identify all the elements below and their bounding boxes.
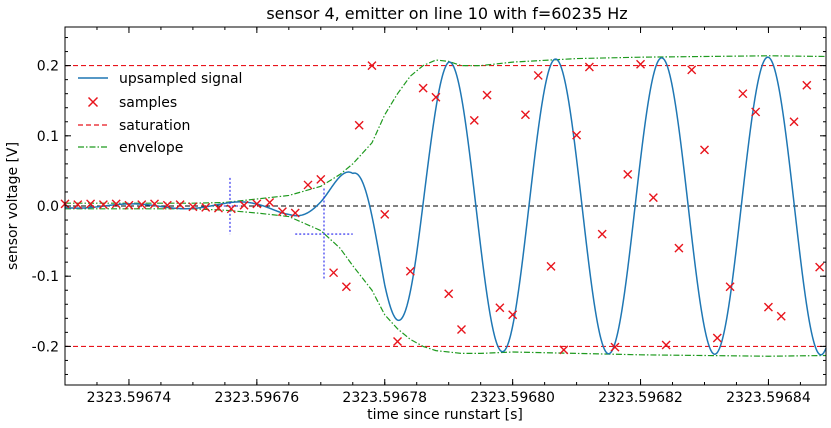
sample-point [636, 59, 646, 69]
envelope-upper [65, 55, 827, 204]
x-tick-label: 2323.59674 [87, 390, 172, 406]
sample-point [802, 80, 812, 90]
sample-point [213, 203, 223, 213]
sample-point [469, 115, 479, 125]
sample-point [725, 282, 735, 292]
legend-label-saturation: saturation [119, 118, 190, 134]
sample-point [751, 107, 761, 117]
sample-point [418, 83, 428, 93]
sample-point [533, 70, 543, 80]
sample-point [687, 65, 697, 75]
sample-point [252, 199, 262, 209]
sample-point [789, 117, 799, 127]
sample-point [393, 336, 403, 346]
sample-point [456, 325, 466, 335]
sample-point [98, 200, 108, 210]
y-tick-label: -0.2 [32, 339, 59, 355]
x-axis-label: time since runstart [s] [367, 407, 523, 423]
sample-point [277, 207, 287, 217]
sample-point [137, 200, 147, 210]
legend-label-signal: upsampled signal [119, 71, 242, 87]
y-tick-label: 0.1 [37, 129, 59, 145]
sample-point [495, 303, 505, 313]
legend-handle-samples [87, 96, 99, 108]
sample-point [354, 120, 364, 130]
y-axis-label: sensor voltage [V] [5, 142, 21, 270]
ticks-layer: 2323.59674 2323.59676 2323.59678 2323.59680… [32, 27, 826, 406]
sample-point [265, 197, 275, 207]
sample-point [367, 61, 377, 71]
sample-point [776, 311, 786, 321]
sample-point [712, 333, 722, 343]
sample-point [546, 261, 556, 271]
sample-point [815, 262, 825, 272]
sample-point [738, 89, 748, 99]
sample-point [431, 92, 441, 102]
sample-point [316, 174, 326, 184]
sample-point [329, 268, 339, 278]
x-tick-label: 2323.59676 [215, 390, 300, 406]
sample-point [341, 282, 351, 292]
sample-point [111, 199, 121, 209]
y-tick-label: -0.1 [32, 269, 59, 285]
sample-point [162, 200, 172, 210]
sample-point [520, 110, 530, 120]
sample-point [290, 208, 300, 218]
sample-point [482, 90, 492, 100]
sample-point [610, 342, 620, 352]
sample-point [239, 200, 249, 210]
x-tick-label: 2323.59684 [726, 390, 811, 406]
sample-point [572, 130, 582, 140]
sample-point [763, 302, 773, 312]
sample-point [674, 243, 684, 253]
sample-point [508, 310, 518, 320]
legend-label-samples: samples [119, 95, 177, 111]
sample-point [405, 266, 415, 276]
sample-point [303, 180, 313, 190]
sample-point [648, 193, 658, 203]
x-tick-label: 2323.59680 [470, 390, 555, 406]
legend: upsampled signal samples saturation enve… [78, 71, 242, 156]
x-tick-label: 2323.59682 [598, 390, 683, 406]
sample-point [124, 200, 134, 210]
sample-point [150, 199, 160, 209]
onset-marker-1 [295, 188, 353, 280]
x-tick-label: 2323.59678 [342, 390, 427, 406]
sample-point [700, 145, 709, 155]
sample-point [661, 340, 671, 350]
sample-point [86, 199, 96, 209]
sample-point [226, 204, 236, 214]
onset-marker-0 [219, 177, 241, 235]
envelope-lower [65, 208, 827, 357]
sample-point [73, 200, 83, 210]
sample-point [175, 200, 185, 210]
sample-point [623, 169, 633, 179]
legend-label-envelope: envelope [119, 140, 183, 156]
sample-point [559, 345, 569, 355]
chart-title: sensor 4, emitter on line 10 with f=6023… [266, 4, 627, 23]
sample-point [380, 209, 390, 219]
sample-point [597, 229, 607, 239]
sample-point [444, 289, 454, 299]
plot-layer [60, 55, 827, 357]
sample-point [584, 62, 594, 72]
sample-point [201, 202, 211, 212]
sample-point [188, 202, 198, 212]
y-tick-label: 0.0 [37, 199, 59, 215]
y-tick-label: 0.2 [37, 59, 59, 75]
